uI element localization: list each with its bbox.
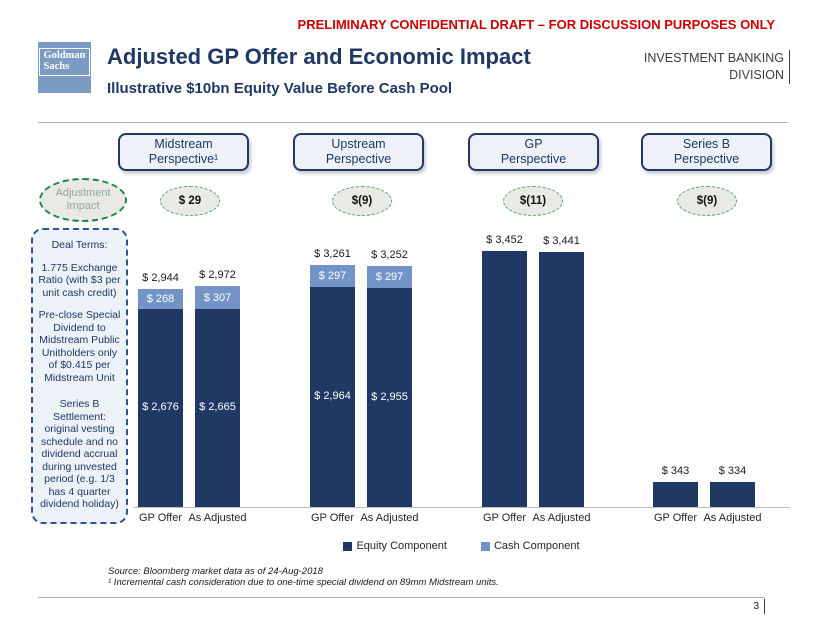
header-divider-line: [38, 122, 788, 123]
division-label: INVESTMENT BANKING DIVISION: [644, 50, 790, 84]
perspective-header-label: Perspective: [500, 152, 567, 166]
perspective-header-upstream: Upstream Perspective: [293, 133, 424, 171]
deal-terms-item: 1.775 Exchange Ratio (with $3 per unit c…: [38, 261, 121, 299]
bar-total-label: $ 334: [718, 465, 747, 477]
chart-baseline-axis: [133, 507, 790, 508]
deal-terms-item: Pre-close Special Dividend to Midstream …: [38, 309, 121, 384]
bar-equity-value-label: $ 2,964: [314, 390, 351, 402]
bar-equity-value-label: $ 2,665: [199, 401, 236, 413]
bar-category-label: GP Offer: [310, 512, 354, 524]
adjustment-impact-callout: Adjustment Impact: [39, 178, 127, 222]
bar-equity-segment: [482, 251, 527, 507]
bar-category-label: GP Offer: [482, 512, 526, 524]
logo-line-2: Sachs: [43, 60, 70, 72]
bar-category-label: As Adjusted: [360, 512, 419, 524]
bar-equity-segment: [367, 288, 412, 507]
division-line-2: DIVISION: [729, 68, 784, 82]
perspective-header-label: Perspective: [325, 152, 392, 166]
chart-legend: Equity Component Cash Component: [133, 540, 790, 552]
page-title: Adjusted GP Offer and Economic Impact: [107, 44, 531, 69]
perspective-header-gp: GP Perspective: [468, 133, 599, 171]
bar-equity-value-label: $ 2,676: [142, 401, 179, 413]
perspective-header-midstream: Midstream Perspective¹: [118, 133, 249, 171]
deal-terms-box: Deal Terms: 1.775 Exchange Ratio (with $…: [31, 228, 128, 524]
footer-divider-line: [38, 597, 765, 598]
legend-swatch-icon: [343, 541, 353, 551]
perspective-header-label: Midstream: [154, 137, 213, 151]
bar-equity-segment: [310, 287, 355, 507]
bar-total-label: $ 3,441: [543, 235, 580, 247]
deal-terms-title: Deal Terms:: [51, 239, 108, 251]
deal-terms-item: Series B Settlement: original vesting sc…: [40, 398, 119, 510]
adjustment-value-oval: $(11): [503, 186, 563, 216]
bar-category-label: As Adjusted: [532, 512, 591, 524]
page-subtitle: Illustrative $10bn Equity Value Before C…: [107, 80, 453, 97]
legend-item: Equity Component: [343, 540, 447, 552]
perspective-header-label: Series B: [682, 137, 731, 151]
adjustment-impact-line-2: Impact: [66, 200, 100, 212]
legend-swatch-icon: [480, 541, 490, 551]
bar-total-label: $ 3,252: [371, 249, 408, 261]
confidential-disclaimer: PRELIMINARY CONFIDENTIAL DRAFT – FOR DIS…: [297, 17, 775, 32]
bar-cash-segment: $ 268: [138, 289, 183, 309]
goldman-sachs-logo: Goldman Sachs: [38, 42, 91, 93]
adjustment-value-oval: $(9): [332, 186, 392, 216]
division-line-1: INVESTMENT BANKING: [643, 51, 784, 65]
bar-equity-segment: [653, 482, 698, 507]
perspective-header-label: GP: [524, 137, 543, 151]
bar-total-label: $ 2,944: [142, 272, 179, 284]
adjustment-impact-line-1: Adjustment: [55, 187, 111, 199]
legend-label: Cash Component: [493, 540, 580, 552]
legend-label: Equity Component: [356, 540, 447, 552]
logo-line-1: Goldman: [43, 50, 86, 61]
perspective-header-label: Perspective: [673, 152, 740, 166]
legend-item: Cash Component: [480, 540, 580, 552]
bar-total-label: $ 3,452: [486, 234, 523, 246]
bar-equity-segment: [539, 252, 584, 507]
bar-category-label: As Adjusted: [188, 512, 247, 524]
perspective-header-series-b: Series B Perspective: [641, 133, 772, 171]
footnote: ¹ Incremental cash consideration due to …: [108, 577, 499, 588]
bar-cash-segment: $ 297: [310, 265, 355, 287]
source-note: Source: Bloomberg market data as of 24-A…: [108, 566, 323, 577]
adjustment-value-oval: $ 29: [160, 186, 220, 216]
bar-category-label: As Adjusted: [703, 512, 762, 524]
bar-category-label: GP Offer: [653, 512, 697, 524]
adjustment-value-oval: $(9): [677, 186, 737, 216]
bar-cash-segment: $ 307: [195, 286, 240, 309]
bar-category-label: GP Offer: [138, 512, 182, 524]
perspective-header-label: Upstream: [331, 137, 386, 151]
bar-equity-segment: [195, 309, 240, 507]
bar-total-label: $ 3,261: [314, 248, 351, 260]
perspective-header-label: Perspective¹: [148, 152, 219, 166]
bar-equity-segment: [138, 309, 183, 507]
bar-total-label: $ 343: [661, 465, 690, 477]
bar-total-label: $ 2,972: [199, 269, 236, 281]
bar-equity-segment: [710, 482, 755, 507]
goldman-sachs-logo-text: Goldman Sachs: [39, 48, 90, 76]
page-number: 3: [753, 599, 765, 614]
bar-cash-segment: $ 297: [367, 266, 412, 288]
bar-equity-value-label: $ 2,955: [371, 390, 408, 403]
